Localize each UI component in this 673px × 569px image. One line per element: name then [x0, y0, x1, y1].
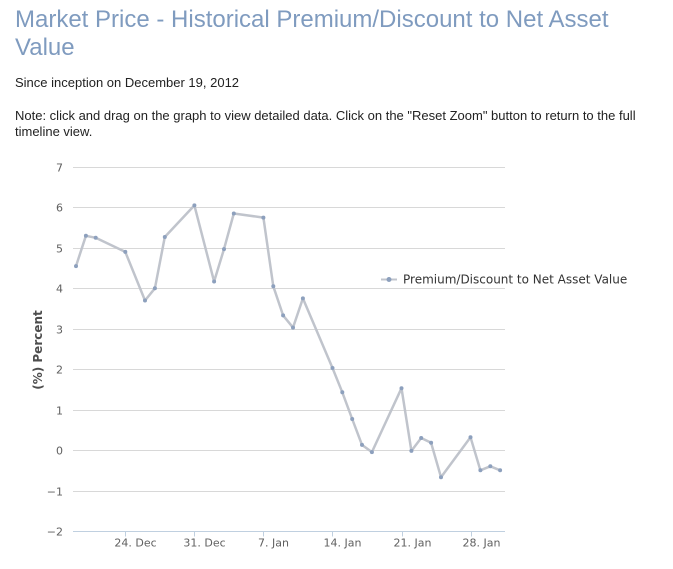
data-point[interactable]: [360, 442, 364, 447]
y-tick-label: 1: [56, 405, 63, 418]
x-tick-label: 14. Jan: [324, 537, 362, 550]
legend-marker-symbol: [386, 277, 392, 282]
x-axis: 24. Dec 31. Dec 7. Jan 14. Jan 21. Jan 28. Ja…: [73, 531, 505, 550]
x-tick-label: 21. Jan: [394, 537, 432, 550]
x-tick-label: 28. Jan: [463, 537, 501, 550]
data-point[interactable]: [439, 475, 443, 480]
series-line[interactable]: [74, 204, 502, 479]
data-point[interactable]: [152, 286, 157, 291]
premium-discount-chart[interactable]: 7 6 5 4 3 2 1 0 −1 −2 24. Dec 31. Dec 7. Jan 14. Jan…: [0, 150, 673, 569]
data-point[interactable]: [162, 235, 167, 239]
data-point[interactable]: [93, 235, 98, 240]
data-point[interactable]: [350, 417, 355, 421]
data-point[interactable]: [419, 436, 424, 440]
data-point[interactable]: [300, 296, 305, 301]
data-point[interactable]: [123, 249, 128, 254]
data-point[interactable]: [429, 440, 434, 445]
data-point[interactable]: [74, 264, 78, 269]
x-tick-label: 31. Dec: [183, 537, 225, 550]
data-point[interactable]: [340, 390, 345, 395]
y-tick-label: 3: [56, 324, 63, 337]
y-tick-label: 2: [56, 364, 63, 377]
data-point[interactable]: [478, 468, 483, 473]
data-point[interactable]: [143, 298, 147, 303]
inception-date-text: Since inception on December 19, 2012: [15, 75, 240, 90]
data-point[interactable]: [231, 211, 236, 216]
x-tick-label: 7. Jan: [258, 537, 289, 550]
y-tick-label: 0: [56, 445, 63, 458]
y-tick-label: 4: [56, 283, 63, 296]
x-tick-label: 24. Dec: [114, 537, 156, 550]
data-point[interactable]: [399, 386, 404, 391]
data-point[interactable]: [271, 284, 276, 289]
data-point[interactable]: [281, 313, 286, 318]
data-point[interactable]: [83, 233, 88, 238]
y-tick-label: 6: [56, 202, 63, 215]
data-point[interactable]: [468, 435, 473, 440]
y-tick-label: −1: [47, 486, 63, 499]
plot-area[interactable]: [74, 203, 503, 480]
data-point[interactable]: [261, 215, 266, 220]
y-tick-label: 5: [56, 243, 63, 256]
y-axis-title: (%) Percent: [31, 310, 45, 390]
data-point[interactable]: [222, 247, 226, 252]
data-point[interactable]: [330, 366, 335, 370]
legend[interactable]: Premium/Discount to Net Asset Value: [381, 273, 627, 287]
y-axis: 7 6 5 4 3 2 1 0 −1 −2: [47, 162, 63, 539]
data-point[interactable]: [192, 203, 197, 208]
zoom-instructions-note: Note: click and drag on the graph to vie…: [15, 108, 636, 139]
data-point[interactable]: [369, 450, 374, 455]
y-tick-label: −2: [47, 526, 63, 539]
data-point[interactable]: [488, 464, 493, 469]
data-point[interactable]: [291, 325, 295, 330]
page-title: Market Price - Historical Premium/Discou…: [15, 6, 609, 61]
data-point[interactable]: [212, 279, 217, 284]
legend-item-premium-discount[interactable]: Premium/Discount to Net Asset Value: [403, 273, 627, 287]
data-point[interactable]: [409, 448, 414, 453]
y-tick-label: 7: [56, 162, 63, 175]
data-point[interactable]: [498, 468, 503, 473]
